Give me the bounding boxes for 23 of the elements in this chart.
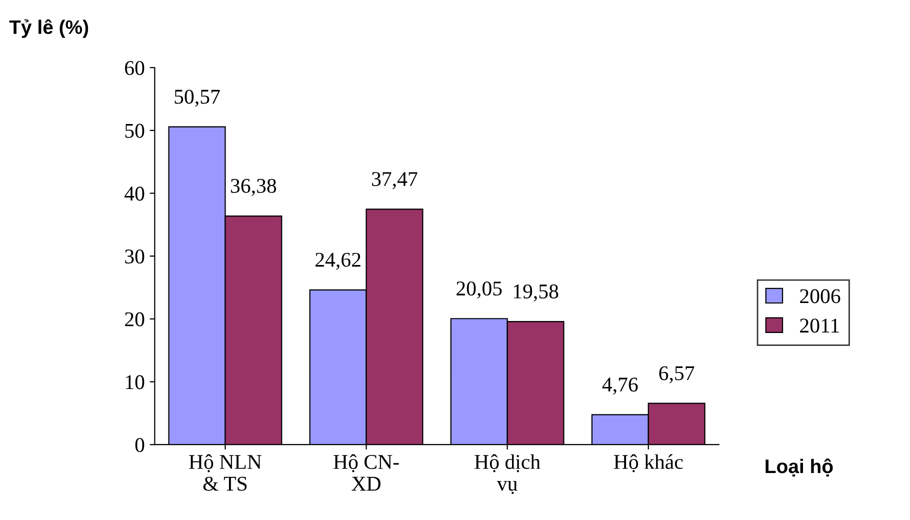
x-tick-label: Hộ NLN & TS <box>189 454 262 491</box>
data-label: 4,76 <box>602 378 638 395</box>
y-axis-title: Tỷ lê (%) <box>9 19 88 38</box>
x-tick-label: Hộ dịch vụ <box>474 454 540 494</box>
data-label: 19,58 <box>514 284 558 302</box>
data-label: 24,62 <box>316 252 360 270</box>
y-tick-label: 0 <box>135 438 144 452</box>
legend-label: 2006 <box>800 289 840 304</box>
y-tick-label: 40 <box>124 186 144 201</box>
legend-label: 2011 <box>800 318 839 333</box>
data-label: 36,38 <box>230 178 276 196</box>
x-tick-label: Hộ khác <box>614 454 683 472</box>
x-tick-label: Hộ CN- XD <box>334 454 399 491</box>
y-tick-label: 20 <box>125 312 144 326</box>
data-label: 37,47 <box>372 172 418 190</box>
y-tick-label: 10 <box>126 375 144 390</box>
y-tick-label: 30 <box>125 249 144 264</box>
x-axis-title: Loại hộ <box>766 458 833 477</box>
y-tick-label: 60 <box>125 60 144 76</box>
data-label: 20,05 <box>456 281 502 299</box>
data-label: 50,57 <box>174 90 220 107</box>
data-label: 6,57 <box>659 366 694 384</box>
y-tick-label: 50 <box>125 124 144 138</box>
